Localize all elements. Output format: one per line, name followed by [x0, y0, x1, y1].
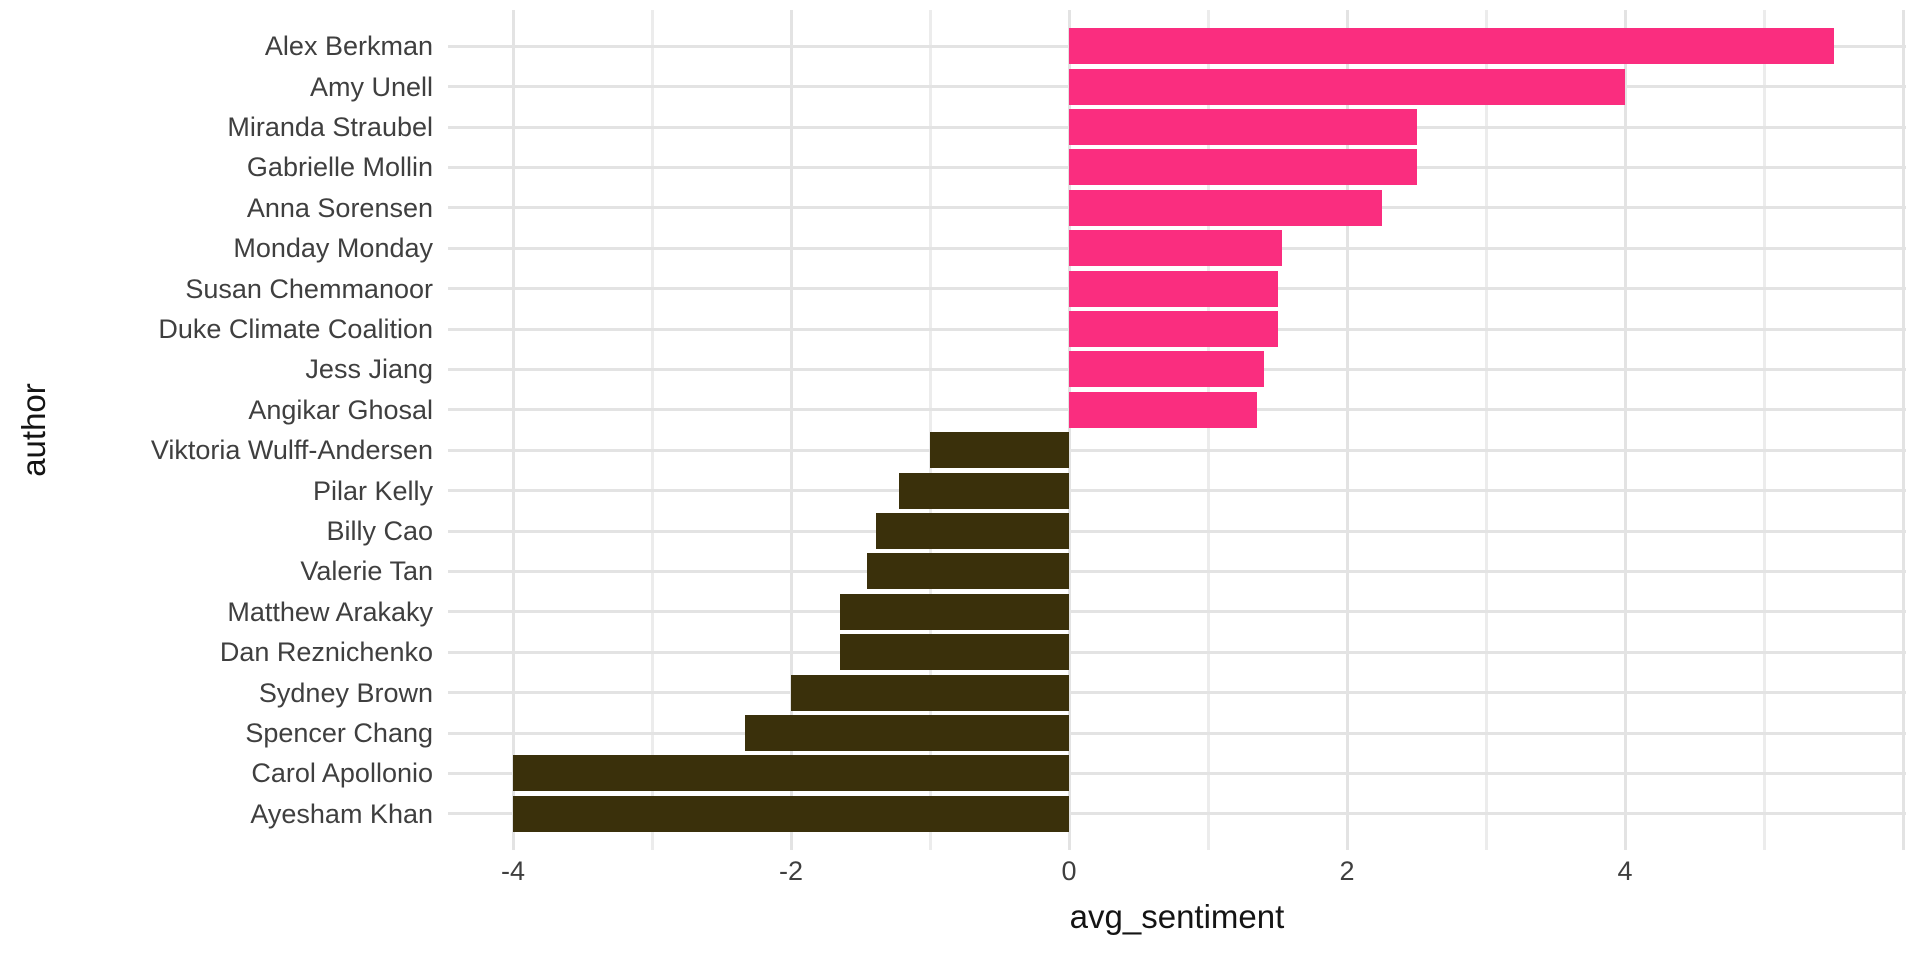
y-axis-label: Billy Cao	[326, 516, 433, 546]
major-gridline-v	[789, 10, 793, 850]
bar	[839, 593, 1069, 630]
row-gridline	[448, 448, 1906, 452]
y-axis-label: Pilar Kelly	[312, 475, 433, 506]
minor-gridline-v	[1762, 10, 1766, 850]
y-axis-label: Spencer Chang	[245, 718, 433, 748]
bar	[791, 674, 1069, 711]
bar	[513, 795, 1069, 832]
row-gridline	[448, 650, 1906, 654]
row-gridline	[448, 731, 1906, 735]
bar	[930, 432, 1069, 469]
row-gridline	[448, 812, 1906, 816]
x-tick-label: -4	[500, 856, 525, 886]
minor-gridline-v	[1484, 10, 1488, 850]
major-gridline-v	[1345, 10, 1349, 850]
bar	[1069, 311, 1278, 347]
bar	[1069, 230, 1282, 267]
row-gridline	[448, 691, 1906, 695]
bar	[899, 472, 1069, 509]
y-axis-label: Miranda Straubel	[227, 112, 433, 142]
bar	[745, 715, 1069, 751]
bar	[1069, 149, 1417, 186]
bar	[1069, 351, 1264, 388]
major-gridline-v	[511, 10, 515, 850]
bar	[1069, 391, 1257, 428]
row-gridline	[448, 529, 1906, 533]
y-axis-label: Alex Berkman	[264, 31, 433, 62]
x-tick-label: -2	[778, 856, 803, 886]
y-axis-label: Viktoria Wulff-Andersen	[150, 435, 433, 466]
row-gridline	[448, 569, 1906, 573]
y-axis-label: Angikar Ghosal	[248, 394, 433, 425]
bar	[839, 634, 1069, 671]
minor-gridline-v	[650, 10, 654, 850]
x-tick-label: 4	[1617, 856, 1633, 886]
y-axis-label: Matthew Arakaky	[227, 596, 433, 627]
y-axis-label: Carol Apollonio	[251, 758, 433, 789]
bar	[513, 755, 1069, 792]
bar	[1069, 109, 1417, 145]
bar	[1069, 68, 1625, 105]
x-tick-label: 2	[1339, 856, 1355, 886]
y-axis-label: Gabrielle Mollin	[246, 152, 433, 183]
y-axis-label: Sydney Brown	[258, 677, 433, 708]
bar	[1069, 189, 1382, 226]
bar	[867, 553, 1069, 590]
bar	[1069, 270, 1278, 307]
row-gridline	[448, 610, 1906, 614]
y-axis-labels: Alex Berkman Amy Unell Miranda Straubel Gab…	[0, 0, 433, 960]
row-gridline	[448, 489, 1906, 493]
major-gridline-v	[1623, 10, 1627, 850]
x-axis-title: avg_sentiment	[1069, 898, 1285, 935]
y-axis-label: Jess Jiang	[305, 354, 433, 385]
major-gridline-v	[1901, 10, 1905, 850]
x-tick-label: 0	[1061, 856, 1077, 886]
y-axis-label: Monday Monday	[233, 233, 433, 264]
y-axis-label: Susan Chemmanoor	[185, 273, 433, 304]
y-axis-label: Duke Climate Coalition	[158, 314, 433, 344]
bar	[1069, 28, 1834, 65]
major-gridline-v	[1067, 10, 1071, 850]
y-axis-label: Dan Reznichenko	[219, 637, 433, 668]
y-axis-label: Anna Sorensen	[246, 192, 433, 223]
plot-panel	[448, 10, 1906, 850]
y-axis-label: Valerie Tan	[300, 556, 433, 587]
minor-gridline-v	[928, 10, 932, 850]
minor-gridline-v	[1206, 10, 1210, 850]
row-gridline	[448, 771, 1906, 775]
y-axis-label: Amy Unell	[309, 71, 433, 102]
bar	[875, 513, 1069, 549]
y-axis-label: Ayesham Khan	[250, 798, 433, 829]
